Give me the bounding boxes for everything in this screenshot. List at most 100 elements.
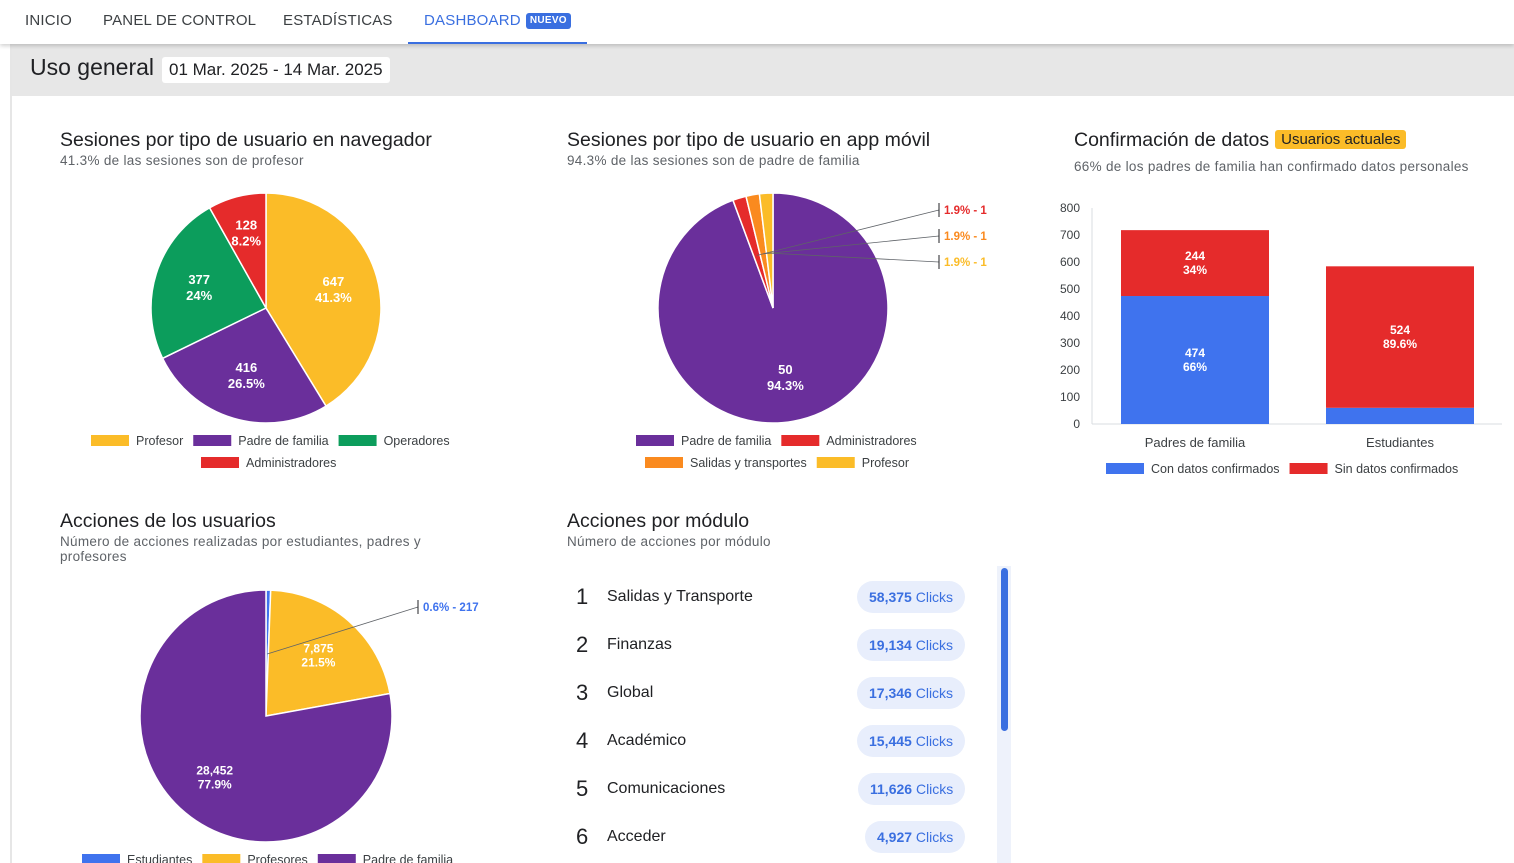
browser-sessions-slice-operadores [150, 206, 268, 360]
confirmation-y-tick-400: 400 [1060, 309, 1080, 323]
browser-sessions-pct-padre-de-familia: 26.5% [228, 376, 265, 391]
module-name: Salidas y Transporte [607, 588, 753, 605]
confirmation-bar-value-padres-de-familia-sin-datos-confirmados: 244 [1185, 249, 1205, 263]
app-sessions-value-padre-de-familia: 50 [778, 362, 792, 377]
user-actions-legend-label-profesores: Profesores [247, 853, 307, 863]
browser-sessions-2-legend-swatch-administradores [201, 457, 239, 468]
module-clicks-word: Clicks [911, 685, 954, 701]
app-sessions-title: Sesiones por tipo de usuario en app móvi… [567, 129, 931, 151]
app-sessions-callout-label-profesor: 1.9% - 1 [944, 257, 987, 269]
browser-sessions-legend-label-padre-de-familia: Padre de familia [238, 434, 328, 448]
browser-sessions-legend-label-operadores: Operadores [384, 434, 450, 448]
confirmation-y-tick-700: 700 [1060, 228, 1080, 242]
user-actions-callout-line-estudiantes [267, 606, 419, 655]
user-actions-pct-padre-de-familia: 77.9% [198, 777, 232, 791]
module-clicks-count: 58,375 [869, 589, 912, 605]
user-actions-value-padre-de-familia: 28,452 [196, 763, 233, 777]
confirmation-bar-value-estudiantes-sin-datos-confirmados: 524 [1390, 323, 1410, 337]
app-sessions-pct-padre-de-familia: 94.3% [767, 378, 804, 393]
module-name: Comunicaciones [607, 780, 726, 797]
user-actions-slice-profesores [265, 589, 391, 717]
user-actions-legend-swatch-profesores [202, 854, 241, 863]
confirmation-y-tick-800: 800 [1060, 201, 1080, 215]
module-clicks-count: 11,626 [870, 781, 913, 797]
app-sessions-callout-line-administradores [756, 209, 940, 256]
module-clicks-word: Clicks [911, 733, 954, 749]
confirmation-bar-pct-estudiantes-sin-datos-confirmados: 89.6% [1383, 337, 1417, 351]
app-sessions-2-legend-label-salidas-y-transportes: Salidas y transportes [690, 456, 807, 470]
page-title: Uso general [30, 54, 155, 80]
tab-estadisticas[interactable]: ESTADÍSTICAS [283, 12, 393, 29]
data-confirmation-title-text: Confirmación de datos [1074, 129, 1270, 151]
app-sessions-callout-line-profesor [769, 252, 940, 263]
browser-sessions-2-legend-label-administradores: Administradores [246, 456, 336, 470]
confirmation-legend-swatch-con-datos-confirmados [1106, 463, 1144, 474]
user-actions-subtitle: Número de acciones realizadas por estudi… [60, 534, 421, 564]
browser-sessions-legend-swatch-padre-de-familia [193, 435, 232, 446]
module-list-scrollbar-thumb[interactable] [1001, 568, 1008, 731]
browser-sessions-value-administradores: 128 [235, 218, 257, 233]
browser-sessions-legend-swatch-profesor [91, 435, 129, 446]
module-clicks-word: Clicks [911, 589, 954, 605]
module-clicks-pill: 17,346 Clicks [857, 677, 966, 709]
browser-sessions-slice-profesor [265, 192, 382, 408]
module-rank: 3 [576, 680, 589, 705]
module-clicks-word: Clicks [911, 637, 954, 653]
module-clicks-pill: 19,134 Clicks [857, 629, 966, 661]
module-clicks-word: Clicks [912, 829, 954, 845]
user-actions-value-profesores: 7,875 [303, 642, 333, 656]
app-sessions-legend-swatch-padre-de-familia [636, 435, 674, 446]
confirmation-y-tick-200: 200 [1060, 363, 1080, 377]
app-sessions-slice-profesor [758, 192, 774, 309]
confirmation-y-tick-0: 0 [1073, 417, 1080, 431]
module-clicks-count: 15,445 [869, 733, 912, 749]
module-rank: 2 [576, 632, 589, 657]
browser-sessions-slice-administradores [208, 192, 267, 311]
confirmation-bar-estudiantes-con-datos-confirmados [1326, 407, 1474, 424]
confirmation-bar-padres-de-familia-sin-datos-confirmados [1121, 230, 1269, 297]
usage-header: Uso general 01 Mar. 2025 - 14 Mar. 2025 [12, 44, 1514, 96]
confirmation-legend-label-con-datos-confirmados: Con datos confirmados [1151, 462, 1280, 476]
confirmation-category-estudiantes: Estudiantes [1366, 435, 1434, 450]
module-clicks-count: 4,927 [877, 829, 913, 845]
app-sessions-callout-label-administradores: 1.9% - 1 [944, 205, 987, 217]
confirmation-bar-pct-padres-de-familia-sin-datos-confirmados: 34% [1183, 263, 1207, 277]
browser-sessions-title: Sesiones por tipo de usuario en navegado… [60, 129, 432, 151]
module-rank: 5 [576, 776, 589, 801]
app-sessions-subtitle: 94.3% de las sesiones son de padre de fa… [567, 153, 860, 168]
browser-sessions-legend-label-profesor: Profesor [136, 434, 183, 448]
user-actions-legend-label-padre-de-familia: Padre de familia [363, 853, 453, 863]
user-actions-legend-swatch-estudiantes [82, 854, 120, 863]
module-clicks-pill: 4,927 Clicks [865, 821, 966, 853]
app-sessions-legend-swatch-administradores [781, 435, 820, 446]
app-sessions-callout-label-salidas-y-transportes: 1.9% - 1 [944, 231, 987, 243]
module-clicks-count: 17,346 [869, 685, 912, 701]
browser-sessions-legend-swatch-operadores [338, 435, 377, 446]
module-clicks-pill: 11,626 Clicks [858, 773, 966, 805]
confirmation-bar-padres-de-familia-con-datos-confirmados [1121, 296, 1269, 424]
module-rank: 4 [576, 728, 589, 753]
browser-sessions-value-padre-de-familia: 416 [236, 360, 258, 375]
date-range-picker[interactable]: 01 Mar. 2025 - 14 Mar. 2025 [162, 57, 390, 83]
confirmation-category-padres-de-familia: Padres de familia [1145, 435, 1246, 450]
browser-sessions-subtitle: 41.3% de las sesiones son de profesor [60, 153, 304, 168]
top-navigation: INICIO PANEL DE CONTROL ESTADÍSTICAS DAS… [0, 0, 1514, 44]
browser-sessions-pct-profesor: 41.3% [315, 290, 352, 305]
tab-inicio[interactable]: INICIO [25, 12, 73, 29]
new-badge: NUEVO [525, 13, 571, 29]
confirmation-bar-pct-padres-de-familia-con-datos-confirmados: 66% [1183, 360, 1207, 374]
current-users-badge: Usuarios actuales [1275, 130, 1407, 149]
confirmation-bar-estudiantes-sin-datos-confirmados [1326, 266, 1474, 408]
user-actions-legend-swatch-padre-de-familia [317, 854, 356, 863]
browser-sessions-pct-operadores: 24% [186, 288, 212, 303]
tab-panel-de-control[interactable]: PANEL DE CONTROL [103, 12, 257, 29]
app-sessions-2-legend-swatch-salidas-y-transportes [645, 457, 683, 468]
tab-dashboard-label: DASHBOARD [424, 12, 521, 29]
module-name: Global [607, 684, 654, 701]
module-rank: 1 [576, 584, 589, 609]
tab-dashboard[interactable]: DASHBOARD NUEVO [408, 0, 587, 44]
user-actions-pct-profesores: 21.5% [301, 656, 335, 670]
confirmation-legend-label-sin-datos-confirmados: Sin datos confirmados [1335, 462, 1459, 476]
confirmation-bar-value-padres-de-familia-con-datos-confirmados: 474 [1185, 346, 1205, 360]
